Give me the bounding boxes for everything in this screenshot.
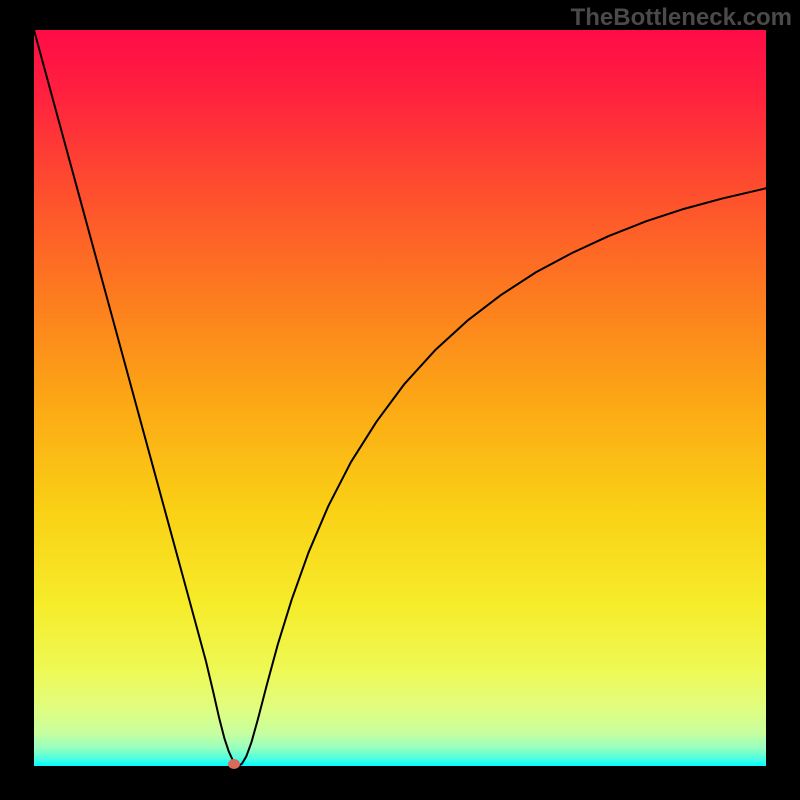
optimum-marker <box>228 759 240 769</box>
plot-area <box>34 30 766 766</box>
bottleneck-curve <box>34 30 766 766</box>
chart-frame: TheBottleneck.com <box>0 0 800 800</box>
source-watermark: TheBottleneck.com <box>571 4 792 32</box>
curve-path <box>34 30 766 766</box>
